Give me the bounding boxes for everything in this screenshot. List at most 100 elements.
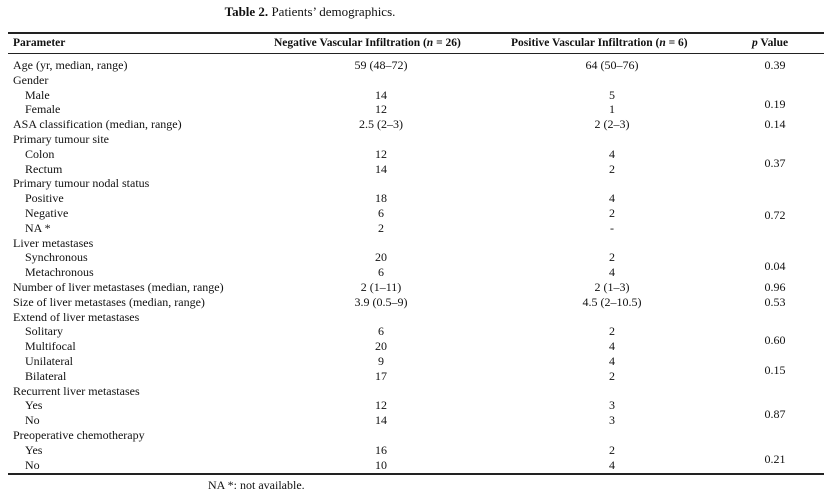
row-label: Primary tumour site — [13, 132, 109, 146]
row-label: Female — [25, 102, 61, 117]
caption-text: Patients’ demographics. — [271, 4, 396, 19]
table-row: Multifocal 20 4 — [0, 339, 832, 354]
positive-value: 2 (1–3) — [594, 280, 630, 294]
row-label: Yes — [25, 442, 43, 457]
negative-value: 20 — [375, 250, 387, 265]
row-label: Rectum — [25, 161, 63, 176]
p-value: 0.96 — [764, 280, 786, 294]
positive-value: 2 (2–3) — [594, 117, 630, 132]
table-row: Yes 12 3 — [0, 398, 832, 413]
negative-value: 6 — [378, 206, 384, 220]
negative-value: 17 — [375, 368, 387, 383]
negative-value: 2 (1–11) — [360, 280, 402, 294]
negative-value: 2 — [378, 220, 384, 235]
positive-value: 4 — [609, 354, 615, 368]
table-row: Negative 6 2 — [0, 206, 832, 221]
positive-value: 2 — [609, 442, 615, 457]
row-label: Bilateral — [25, 368, 67, 383]
row-label: Multifocal — [25, 339, 76, 354]
positive-value: 4 — [609, 265, 615, 280]
header-pos-n: n — [659, 37, 666, 49]
row-label: Yes — [25, 398, 43, 413]
positive-value: - — [610, 220, 614, 235]
header-p: p — [752, 37, 758, 49]
positive-value: 5 — [609, 87, 615, 102]
header-parameter: Parameter — [13, 37, 66, 49]
group-p-value: 0.15 — [764, 362, 786, 377]
row-label: Male — [25, 87, 50, 102]
table-row: Size of liver metastases (median, range)… — [0, 295, 832, 310]
table-row: Synchronous 20 2 — [0, 250, 832, 265]
table-row: Colon 12 4 — [0, 147, 832, 162]
footnote: NA *: not available. — [208, 478, 305, 492]
header-rule — [8, 53, 824, 54]
table-row: Unilateral 9 4 — [0, 354, 832, 369]
positive-value: 64 (50–76) — [585, 58, 639, 72]
positive-value: 2 — [609, 324, 615, 339]
row-label: ASA classification (median, range) — [13, 117, 182, 132]
positive-value: 4 — [609, 457, 615, 472]
table-row: Yes 16 2 — [0, 443, 832, 458]
negative-value: 14 — [375, 87, 387, 102]
row-label: Negative — [25, 206, 69, 220]
table-row: Age (yr, median, range) 59 (48–72) 64 (50–… — [0, 58, 832, 73]
row-label: No — [25, 413, 40, 428]
positive-value: 4 — [609, 339, 615, 354]
positive-value: 3 — [609, 413, 615, 428]
row-label: Solitary — [25, 324, 63, 339]
group-p-value: 0.72 — [764, 207, 786, 222]
table-row: Metachronous 6 4 — [0, 265, 832, 280]
row-label: Preoperative chemotherapy — [13, 428, 145, 442]
row-label: Synchronous — [25, 250, 88, 265]
table-row: No 14 3 — [0, 413, 832, 428]
negative-value: 14 — [375, 413, 387, 428]
negative-value: 59 (48–72) — [354, 58, 408, 72]
row-label: Extend of liver metastases — [13, 309, 140, 324]
table-caption: Table 2. Patients’ demographics. — [0, 4, 620, 20]
row-label: Positive — [25, 191, 64, 206]
header-negative: Negative Vascular Infiltration (n = 26) — [274, 37, 461, 49]
row-label: Metachronous — [25, 265, 94, 280]
row-label: Unilateral — [25, 354, 73, 368]
row-label: Primary tumour nodal status — [13, 176, 150, 191]
table-row: Rectum 14 2 — [0, 162, 832, 177]
positive-value: 4 — [609, 146, 615, 161]
positive-value: 1 — [609, 102, 615, 117]
header-p-suffix: Value — [757, 37, 789, 49]
group-p-value: 0.21 — [764, 451, 786, 466]
table-row: Primary tumour nodal status — [0, 176, 832, 191]
negative-value: 14 — [375, 161, 387, 176]
top-rule — [8, 32, 824, 34]
group-p-value: 0.37 — [764, 155, 786, 170]
positive-value: 4 — [609, 191, 615, 206]
row-label: Recurrent liver metastases — [13, 383, 140, 398]
caption-label: Table 2. — [224, 4, 269, 19]
table-row: Male 14 5 — [0, 88, 832, 103]
group-p-value: 0.04 — [764, 259, 786, 274]
table-row: Liver metastases — [0, 236, 832, 251]
row-label: Number of liver metastases (median, rang… — [13, 280, 224, 294]
p-value: 0.53 — [764, 294, 786, 309]
table-row: Recurrent liver metastases — [0, 384, 832, 399]
row-label: NA * — [25, 220, 51, 235]
row-label: Gender — [13, 72, 49, 87]
table-row: Positive 18 4 — [0, 191, 832, 206]
negative-value: 2.5 (2–3) — [359, 117, 403, 132]
group-p-value: 0.60 — [764, 333, 786, 348]
bottom-rule — [8, 473, 824, 475]
table-row: Gender — [0, 73, 832, 88]
negative-value: 9 — [378, 354, 384, 368]
negative-value: 6 — [378, 265, 384, 280]
table-row: NA * 2 - — [0, 221, 832, 236]
positive-value: 2 — [609, 161, 615, 176]
negative-value: 3.9 (0.5–9) — [354, 294, 408, 309]
positive-value: 2 — [609, 206, 615, 220]
header-neg-prefix: Negative Vascular Infiltration ( — [274, 37, 427, 49]
negative-value: 20 — [375, 339, 387, 354]
header-p-value: p Value — [752, 37, 788, 49]
table-row: Primary tumour site — [0, 132, 832, 147]
p-value: 0.39 — [764, 58, 786, 72]
header-pos-suffix: = 6) — [665, 37, 688, 49]
group-p-value: 0.87 — [764, 407, 786, 422]
header-neg-suffix: = 26) — [433, 37, 461, 49]
